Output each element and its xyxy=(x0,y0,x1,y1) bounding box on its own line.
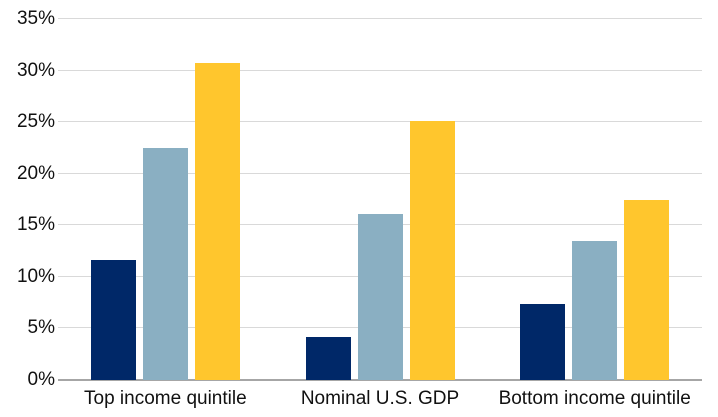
bar-group-2 xyxy=(487,19,702,380)
x-axis-category-label-2: Bottom income quintile xyxy=(498,388,691,409)
bar-groups xyxy=(58,19,702,380)
bar-light-blue-0 xyxy=(142,147,188,380)
gridline-30 xyxy=(58,69,702,71)
gridline-25 xyxy=(58,121,702,123)
y-tick-label-5pct: 5% xyxy=(27,317,55,339)
y-tick-label-35pct: 35% xyxy=(16,8,55,29)
x-axis: Top income quintile Nominal U.S. GDP Botto… xyxy=(58,386,702,412)
gridline-35 xyxy=(58,18,702,19)
y-tick-label-25pct: 25% xyxy=(16,111,55,133)
plot-area xyxy=(58,18,702,381)
bar-navy-0 xyxy=(90,260,136,380)
bar-light-blue-2 xyxy=(572,240,618,380)
x-axis-category-label-1: Nominal U.S. GDP xyxy=(300,388,460,409)
gridline-20 xyxy=(58,172,702,174)
bar-yellow-2 xyxy=(624,199,670,380)
y-tick-label-0pct: 0% xyxy=(27,369,55,390)
x-axis-category-label-0: Top income quintile xyxy=(84,388,247,409)
y-axis: 0% 5% 10% 15% 20% 25% 30% 35% xyxy=(0,0,55,417)
bar-group-0 xyxy=(58,19,273,380)
bar-yellow-0 xyxy=(194,63,240,380)
y-tick-label-10pct: 10% xyxy=(16,265,55,287)
bar-navy-2 xyxy=(520,303,566,380)
y-tick-label-30pct: 30% xyxy=(16,59,55,81)
bar-navy-1 xyxy=(305,336,351,380)
bar-light-blue-1 xyxy=(357,213,403,380)
bar-group-1 xyxy=(273,19,488,380)
y-tick-label-20pct: 20% xyxy=(16,162,55,184)
bar-yellow-1 xyxy=(409,121,455,380)
x-axis-baseline xyxy=(58,379,702,381)
y-tick-label-15pct: 15% xyxy=(16,214,55,236)
